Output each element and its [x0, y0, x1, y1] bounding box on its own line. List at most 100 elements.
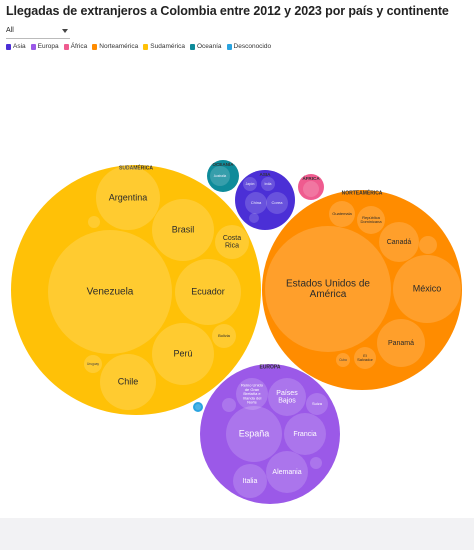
legend-item-europa[interactable]: Europa [30, 43, 59, 50]
country-bubble-panama[interactable] [377, 319, 425, 367]
continent-label: ASIA [260, 172, 272, 177]
continent-bubble-asia[interactable]: ASIA China Corea Japón India [235, 170, 295, 230]
country-bubble[interactable] [222, 398, 236, 412]
continent-bubble-oceania[interactable]: OCEANÍA Australia [207, 160, 239, 192]
country-bubble-chile[interactable] [100, 354, 156, 410]
country-bubble-suiza[interactable] [306, 393, 328, 415]
country-label: Uruguay [87, 362, 99, 366]
country-bubble-republica-dominicana[interactable] [357, 206, 385, 234]
country-label: Alemania [272, 469, 301, 476]
continent-label: EUROPA [259, 364, 280, 370]
country-bubble-el-salvador[interactable] [354, 347, 376, 369]
legend-label: Sudamérica [150, 43, 185, 50]
country-label: Venezuela [87, 287, 134, 298]
country-bubble-bolivia[interactable] [212, 324, 236, 348]
continent-circle[interactable] [235, 170, 295, 230]
legend-swatch [63, 43, 69, 50]
country-bubble[interactable] [419, 236, 437, 254]
country-label: Canadá [387, 239, 412, 246]
legend-swatch [92, 43, 98, 50]
country-bubble-corea[interactable] [266, 192, 288, 214]
continent-bubble-europa[interactable]: EUROPA España Francia Alemania Italia Países B… [200, 364, 340, 504]
continent-bubble-norteamerica[interactable]: NORTEAMÉRICA Estados Unidos de América Méxi… [262, 188, 462, 390]
country-bubble-australia[interactable] [210, 166, 230, 186]
legend: Asia Europa África Norteamérica Sudamérica Oc… [6, 43, 271, 50]
country-bubble-canada[interactable] [379, 222, 419, 262]
country-bubble-china[interactable] [245, 192, 267, 214]
country-bubble-india[interactable] [261, 177, 275, 191]
country-bubble-ecuador[interactable] [175, 259, 241, 325]
legend-item-asia[interactable]: Asia [6, 43, 26, 50]
continent-circle[interactable] [262, 190, 462, 390]
country-label: Reino Unido de Gran Bretaña e Irlanda del No… [241, 383, 264, 405]
legend-label: Europa [37, 43, 59, 50]
country-bubble-alemania[interactable] [266, 451, 308, 493]
country-label: Suiza [312, 401, 323, 406]
country-label: Francia [293, 431, 316, 438]
country-label: Italia [243, 478, 258, 485]
country-bubble[interactable] [310, 457, 322, 469]
country-label: El Salvador [357, 353, 373, 362]
legend-item-desconocido[interactable]: Desconocido [226, 43, 272, 50]
continent-label: ÁFRICA [302, 175, 320, 181]
country-bubble-espana[interactable] [226, 406, 282, 462]
country-bubble[interactable] [88, 216, 100, 228]
continent-circle[interactable] [298, 174, 324, 200]
country-bubble-italia[interactable] [233, 464, 267, 498]
continent-circle[interactable] [207, 160, 239, 192]
country-label: Cuba [339, 358, 347, 362]
continent-label: OCEANÍA [212, 160, 234, 167]
legend-label: Oceanía [196, 43, 222, 50]
country-bubble-guatemala[interactable] [329, 201, 355, 227]
country-label: Corea [272, 200, 284, 205]
chevron-down-icon [62, 29, 68, 33]
continent-bubble-africa[interactable]: ÁFRICA [298, 174, 324, 200]
legend-item-sudamerica[interactable]: Sudamérica [143, 43, 185, 50]
country-bubble[interactable] [249, 213, 259, 223]
country-label: México [413, 283, 442, 293]
legend-item-africa[interactable]: África [63, 43, 87, 50]
country-bubble-brasil[interactable] [152, 199, 214, 261]
country-label: Países Bajos [276, 390, 298, 404]
continent-label: NORTEAMÉRICA [342, 188, 383, 196]
country-bubble-paises-bajos[interactable] [268, 378, 306, 416]
country-label: China [251, 200, 262, 205]
country-bubble-estados-unidos-de-america[interactable] [265, 226, 391, 352]
country-label: Argentina [109, 192, 148, 202]
continent-bubble-sudamerica[interactable]: SUDAMÉRICA Venezuela Argentina Brasil Ecuado… [11, 163, 261, 415]
continent-circle[interactable] [11, 165, 261, 415]
legend-item-norteamerica[interactable]: Norteamérica [92, 43, 138, 50]
legend-label: Desconocido [233, 43, 272, 50]
country-bubble-mexico[interactable] [393, 255, 461, 323]
country-bubble-argentina[interactable] [96, 166, 160, 230]
legend-swatch [30, 43, 36, 50]
legend-swatch [189, 43, 195, 50]
country-label: Perú [173, 348, 192, 358]
continent-circle[interactable] [193, 402, 203, 412]
country-bubble-venezuela[interactable] [48, 230, 172, 354]
country-bubble-reino-unido-de-gran-bretana-e-irlanda-del-norte[interactable] [236, 378, 268, 410]
legend-swatch [6, 43, 11, 50]
continent-circle[interactable] [200, 364, 340, 504]
country-bubble-costa-rica[interactable] [215, 225, 249, 259]
country-bubble-japon[interactable] [243, 177, 257, 191]
legend-label: Norteamérica [99, 43, 139, 50]
continent-filter-dropdown[interactable]: All [6, 26, 70, 39]
country-label: Guatemala [332, 211, 352, 216]
country-label: India [265, 182, 272, 186]
country-bubble-uruguay[interactable] [84, 355, 102, 373]
country-label: Japón [246, 182, 255, 186]
country-label: Panamá [388, 340, 414, 347]
country-bubble-cuba[interactable] [336, 353, 350, 367]
legend-swatch [143, 43, 149, 50]
country-bubble[interactable] [303, 181, 319, 197]
country-bubble-peru[interactable] [152, 323, 214, 385]
chart-title: Llegadas de extranjeros a Colombia entre… [6, 4, 449, 18]
country-bubble-francia[interactable] [284, 413, 326, 455]
legend-item-oceania[interactable]: Oceanía [189, 43, 222, 50]
legend-label: Asia [13, 43, 26, 50]
country-bubble[interactable] [195, 404, 201, 410]
continent-bubble-desconocido[interactable] [193, 402, 203, 412]
country-label: Australia [214, 174, 227, 178]
